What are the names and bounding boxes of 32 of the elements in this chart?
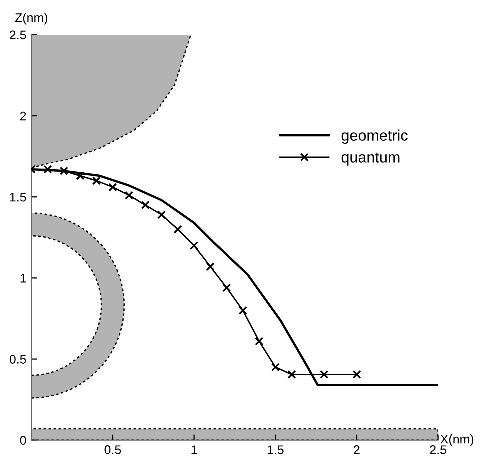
point [288, 370, 296, 379]
point [76, 172, 85, 180]
y-tick-label: 1 [20, 274, 26, 283]
point [206, 262, 215, 272]
point [174, 225, 182, 234]
x-tick-label: 2 [354, 446, 360, 454]
x-tick-label: 2.5 [430, 446, 446, 454]
point [352, 370, 362, 379]
x-axis-title: X(nm) [440, 434, 474, 446]
point [271, 363, 280, 372]
point [141, 200, 150, 210]
point [124, 191, 134, 200]
x-tick-label: 1.5 [268, 446, 284, 454]
x-tick-label: 1 [192, 446, 198, 454]
point [320, 370, 329, 379]
point [222, 284, 232, 292]
y-tick-label: 2 [20, 112, 26, 121]
y-tick-label: 1.5 [10, 193, 26, 202]
x-tick-label: 0.5 [104, 446, 122, 454]
legend-label: quantum [342, 152, 400, 166]
point [238, 306, 248, 315]
point [44, 165, 52, 174]
point [108, 183, 118, 192]
legend-label: geometric [342, 130, 408, 144]
point [255, 337, 264, 346]
point [190, 241, 199, 250]
y-tick-label: 2.5 [10, 30, 26, 40]
point [157, 210, 166, 220]
y-tick-label: 0 [20, 436, 26, 446]
y-axis-title: Z(nm) [15, 13, 48, 25]
y-tick-label: 0.5 [10, 355, 26, 364]
point [92, 176, 102, 186]
